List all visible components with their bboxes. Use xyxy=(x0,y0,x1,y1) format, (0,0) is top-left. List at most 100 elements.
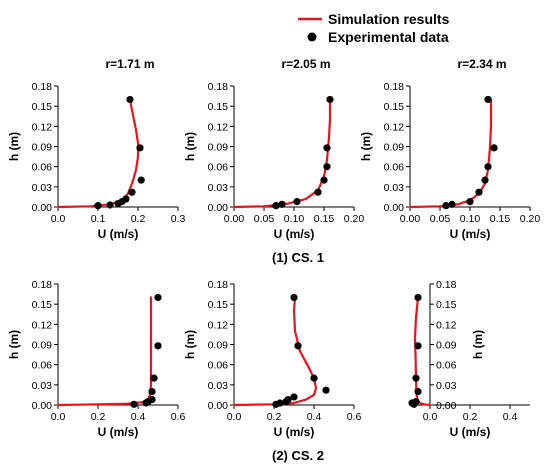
y-tick-label: 0.15 xyxy=(384,101,405,113)
y-tick-label: 0.18 xyxy=(208,279,229,291)
x-tick-label: 0.00 xyxy=(400,213,421,225)
experimental-point xyxy=(148,387,156,396)
experimental-point xyxy=(475,188,483,196)
y-tick-label: 0.03 xyxy=(32,182,53,194)
experimental-point xyxy=(448,200,456,208)
y-axis-label: h (m) xyxy=(359,132,373,161)
x-tick-label: 0.15 xyxy=(314,213,335,225)
experimental-point xyxy=(481,176,489,184)
y-tick-label: 0.18 xyxy=(32,81,53,93)
chart-panel-3: 0.00 0.05 0.10 0.15 0.20 0.00 0.03 0.06 0.09 0.12… xyxy=(359,57,540,241)
y-tick-label: 0.15 xyxy=(208,299,229,311)
experimental-point xyxy=(122,195,130,203)
y-axis-label: h (m) xyxy=(471,330,485,359)
y-tick-label: 0.00 xyxy=(32,400,53,412)
y-tick-label: 0.18 xyxy=(32,279,53,291)
experimental-point xyxy=(154,293,162,302)
y-axis-label: h (m) xyxy=(183,330,197,359)
y-axis-label: h (m) xyxy=(183,132,197,161)
experimental-point xyxy=(294,342,302,350)
x-tick-label: 0.10 xyxy=(284,213,305,225)
y-tick-label: 0.00 xyxy=(208,202,229,214)
x-tick-label: 0.6 xyxy=(171,411,186,423)
y-tick-label: 0.12 xyxy=(436,319,457,331)
x-tick-label: 0.4 xyxy=(307,411,322,423)
experimental-point xyxy=(272,202,280,210)
x-axis-label: U (m/s) xyxy=(274,227,315,241)
legend-exp-label: Experimental data xyxy=(328,29,449,45)
y-tick-label: 0.06 xyxy=(32,360,53,372)
experimental-point xyxy=(326,95,334,104)
section-caption-2: (2) CS. 2 xyxy=(272,448,324,463)
y-tick-label: 0.09 xyxy=(436,340,457,352)
x-axis-label: U (m/s) xyxy=(450,227,491,241)
y-tick-label: 0.06 xyxy=(208,360,229,372)
x-tick-label: 0.2 xyxy=(91,411,106,423)
x-axis-label: U (m/s) xyxy=(98,425,139,439)
chart-panel-2: 0.00 0.05 0.10 0.15 0.20 0.00 0.03 0.06 0.09 0.12… xyxy=(183,57,364,241)
experimental-point xyxy=(414,387,422,396)
y-tick-label: 0.09 xyxy=(32,340,53,352)
y-tick-label: 0.00 xyxy=(208,400,229,412)
y-tick-label: 0.12 xyxy=(32,121,53,133)
y-axis-label: h (m) xyxy=(7,132,21,161)
experimental-point xyxy=(323,163,331,171)
x-axis-label: U (m/s) xyxy=(98,227,139,241)
y-tick-label: 0.15 xyxy=(32,299,53,311)
x-tick-label: 0.2 xyxy=(131,213,146,225)
y-tick-label: 0.09 xyxy=(208,340,229,352)
experimental-point xyxy=(290,293,298,302)
x-axis-label: U (m/s) xyxy=(274,425,315,439)
experimental-point xyxy=(137,176,145,184)
x-tick-label: 0.0 xyxy=(227,411,242,423)
simulation-line xyxy=(56,98,140,209)
y-tick-label: 0.15 xyxy=(436,299,457,311)
x-tick-label: 0.4 xyxy=(503,411,518,423)
experimental-point xyxy=(154,342,162,350)
experimental-point xyxy=(126,95,134,104)
experimental-point xyxy=(310,374,318,382)
experimental-point xyxy=(320,176,328,184)
y-tick-label: 0.12 xyxy=(384,121,405,133)
y-tick-label: 0.12 xyxy=(208,319,229,331)
y-tick-label: 0.18 xyxy=(436,279,457,291)
experimental-point xyxy=(106,201,114,209)
x-tick-label: 0.0 xyxy=(51,411,66,423)
chart-panel-1: 0.0 0.1 0.2 0.3 0.00 0.03 0.06 0.09 0.12 0.15 0.18… xyxy=(7,57,185,241)
x-axis-label: U (m/s) xyxy=(450,425,491,439)
x-tick-label: 0.3 xyxy=(171,213,186,225)
y-tick-label: 0.12 xyxy=(208,121,229,133)
y-tick-label: 0.09 xyxy=(384,142,405,154)
experimental-point xyxy=(94,202,102,210)
x-tick-label: 0.2 xyxy=(463,411,478,423)
y-tick-label: 0.03 xyxy=(436,380,457,392)
y-tick-label: 0.09 xyxy=(208,142,229,154)
experimental-point xyxy=(490,144,498,152)
experimental-point xyxy=(466,198,474,206)
x-tick-label: 0.1 xyxy=(91,213,106,225)
x-tick-label: 0.4 xyxy=(131,411,146,423)
x-tick-label: 0.15 xyxy=(490,213,511,225)
x-tick-label: 0.2 xyxy=(267,411,282,423)
y-tick-label: 0.09 xyxy=(32,142,53,154)
experimental-point xyxy=(414,293,422,302)
x-tick-label: 0.6 xyxy=(347,411,362,423)
x-tick-label: 0.05 xyxy=(254,213,275,225)
x-tick-label: 0.10 xyxy=(460,213,481,225)
experimental-point xyxy=(276,399,284,407)
chart-title: r=1.71 m xyxy=(105,57,154,71)
x-tick-label: 0.20 xyxy=(344,213,365,225)
y-tick-label: 0.03 xyxy=(208,182,229,194)
y-tick-label: 0.00 xyxy=(436,400,457,412)
section-caption-1: (1) CS. 1 xyxy=(272,250,324,265)
experimental-point xyxy=(290,393,298,401)
experimental-point xyxy=(412,398,420,406)
y-tick-label: 0.12 xyxy=(32,319,53,331)
experimental-point xyxy=(484,95,492,104)
experimental-point xyxy=(150,374,158,382)
simulation-line xyxy=(232,296,318,407)
y-tick-label: 0.18 xyxy=(384,81,405,93)
experimental-point xyxy=(136,144,144,152)
experimental-point xyxy=(484,163,492,171)
x-tick-label: 0.20 xyxy=(520,213,541,225)
